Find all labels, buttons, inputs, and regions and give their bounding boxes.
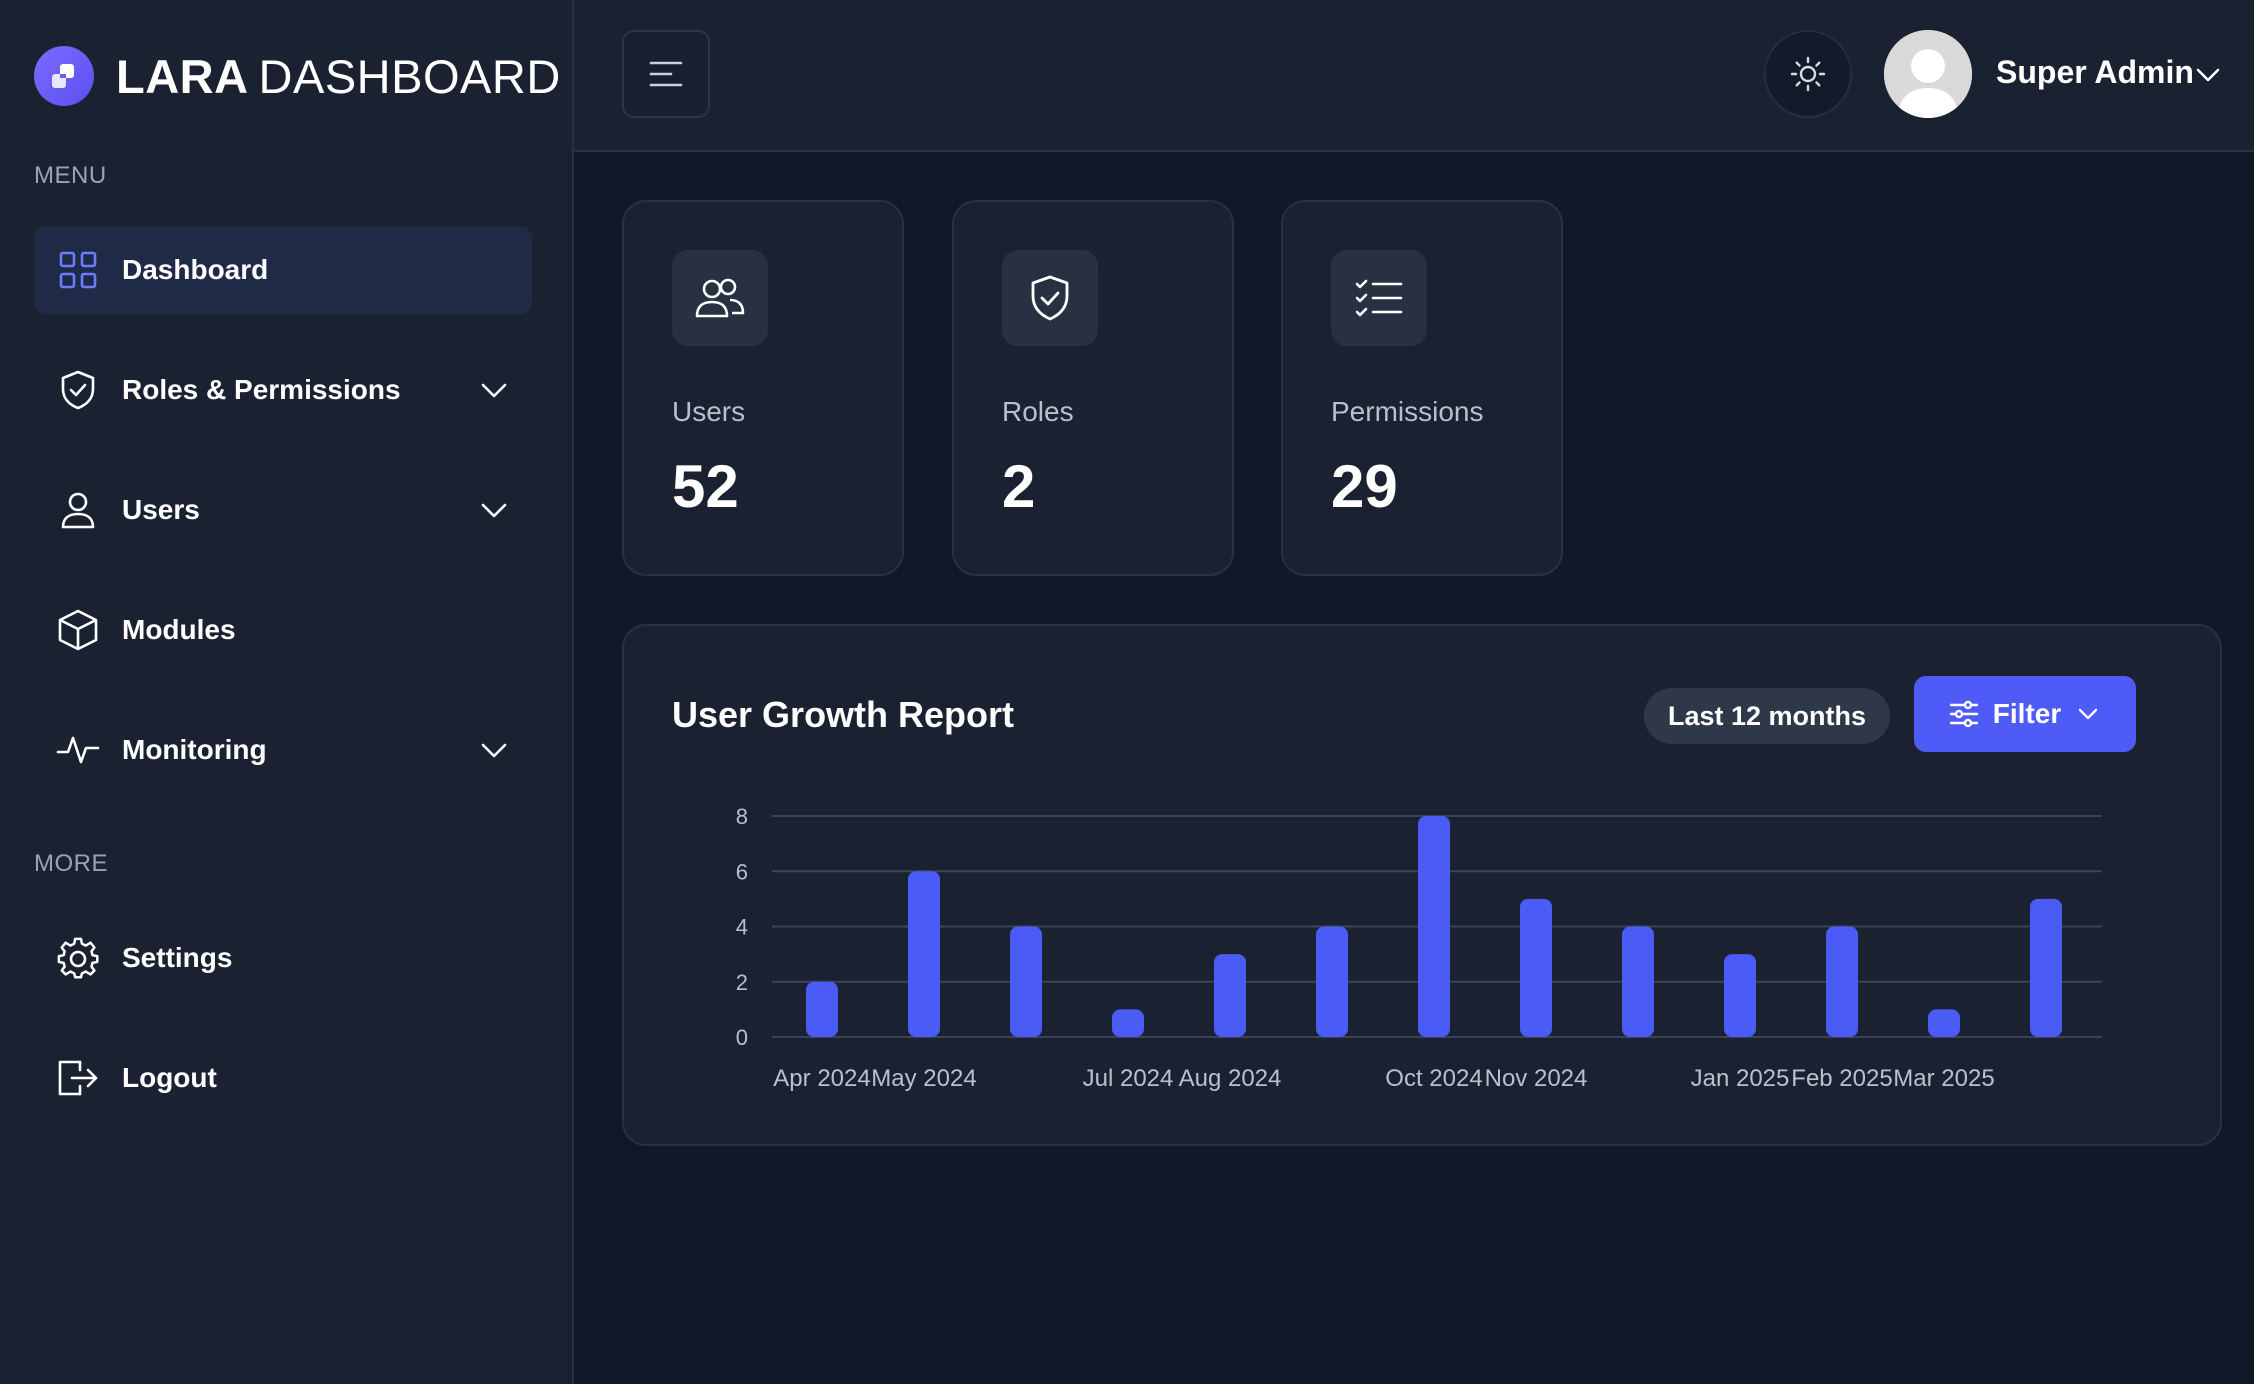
y-tick-label: 2 bbox=[736, 970, 748, 995]
cube-icon bbox=[56, 608, 100, 652]
sidebar-item-label: Users bbox=[122, 494, 200, 525]
more-section-label: MORE bbox=[34, 850, 108, 877]
x-tick-label: May 2024 bbox=[871, 1065, 976, 1092]
sidebar-item-users[interactable]: Users bbox=[34, 466, 532, 554]
bar-jun-2024 bbox=[1010, 926, 1042, 1037]
x-tick-label: Jul 2024 bbox=[1083, 1065, 1174, 1092]
chevron-down-icon[interactable] bbox=[478, 494, 510, 526]
bar-sep-2024 bbox=[1316, 926, 1348, 1037]
menu-section-label: MENU bbox=[34, 162, 107, 189]
sun-icon bbox=[1790, 56, 1826, 92]
bar-may-2024 bbox=[908, 871, 940, 1037]
user-avatar-icon bbox=[1884, 30, 1972, 118]
bar-apr-2024 bbox=[806, 981, 838, 1037]
sidebar-item-modules[interactable]: Modules bbox=[34, 586, 532, 674]
brand-name: LARA DASHBOARD bbox=[116, 49, 561, 104]
sidebar-item-label: Settings bbox=[122, 942, 233, 973]
sidebar-item-settings[interactable]: Settings bbox=[34, 914, 532, 1002]
bar-aug-2024 bbox=[1214, 954, 1246, 1037]
sidebar-item-dashboard[interactable]: Dashboard bbox=[34, 226, 532, 314]
brand[interactable]: LARA DASHBOARD bbox=[34, 46, 561, 106]
sidebar-item-label: Logout bbox=[122, 1062, 217, 1093]
stat-card-roles: Roles 2 bbox=[952, 200, 1234, 576]
shield-check-icon bbox=[1002, 250, 1098, 346]
bar-apr-2025 bbox=[2030, 898, 2062, 1037]
bar-oct-2024 bbox=[1418, 816, 1450, 1037]
brand-name-bold: LARA bbox=[116, 49, 249, 103]
activity-icon bbox=[56, 728, 100, 772]
stat-label: Roles bbox=[1002, 396, 1074, 427]
stat-value: 29 bbox=[1331, 453, 1398, 520]
stat-label: Permissions bbox=[1331, 396, 1484, 427]
bar-dec-2024 bbox=[1622, 926, 1654, 1037]
x-tick-label: Apr 2024 bbox=[773, 1065, 870, 1092]
x-tick-label: Jan 2025 bbox=[1691, 1065, 1790, 1092]
x-tick-label: Aug 2024 bbox=[1179, 1065, 1282, 1092]
x-tick-label: Oct 2024 bbox=[1385, 1065, 1482, 1092]
filter-button[interactable]: Filter bbox=[1914, 676, 2136, 752]
bar-jan-2025 bbox=[1724, 954, 1756, 1037]
x-tick-label: Mar 2025 bbox=[1893, 1065, 1994, 1092]
y-tick-label: 4 bbox=[736, 915, 748, 940]
bar-jul-2024 bbox=[1112, 1009, 1144, 1037]
sliders-icon bbox=[1949, 700, 1978, 728]
y-tick-label: 6 bbox=[736, 859, 748, 884]
chevron-down-icon[interactable] bbox=[478, 374, 510, 406]
users-icon bbox=[672, 250, 768, 346]
user-menu-name[interactable]: Super Admin bbox=[1996, 54, 2194, 90]
sidebar-item-monitoring[interactable]: Monitoring bbox=[34, 706, 532, 794]
brand-name-light: DASHBOARD bbox=[258, 49, 561, 103]
shield-icon bbox=[56, 368, 100, 412]
date-range-badge[interactable]: Last 12 months bbox=[1644, 688, 1891, 744]
x-tick-label: Nov 2024 bbox=[1485, 1065, 1588, 1092]
user-icon bbox=[56, 488, 100, 532]
stat-label: Users bbox=[672, 396, 746, 427]
gear-icon bbox=[56, 936, 100, 980]
bar-nov-2024 bbox=[1520, 898, 1552, 1037]
stat-value: 52 bbox=[672, 453, 739, 520]
logout-icon bbox=[56, 1056, 100, 1100]
sidebar-item-label: Modules bbox=[122, 614, 236, 645]
sidebar-item-label: Roles & Permissions bbox=[122, 374, 401, 405]
bar-feb-2025 bbox=[1826, 926, 1858, 1037]
chevron-down-icon bbox=[2079, 708, 2098, 720]
theme-toggle-button[interactable] bbox=[1764, 30, 1852, 118]
filter-label: Filter bbox=[1992, 698, 2062, 729]
stat-card-permissions: Permissions 29 bbox=[1281, 200, 1563, 576]
sidebar-item-label: Dashboard bbox=[122, 254, 269, 285]
sidebar: LARA DASHBOARD MENU Dashboard Roles & Per… bbox=[0, 0, 574, 1384]
hamburger-icon bbox=[649, 61, 683, 87]
y-tick-label: 8 bbox=[736, 804, 748, 829]
avatar[interactable] bbox=[1884, 30, 1972, 118]
topbar: Super Admin bbox=[574, 0, 2254, 152]
x-tick-label: Feb 2025 bbox=[1791, 1065, 1892, 1092]
chevron-down-icon[interactable] bbox=[2192, 58, 2224, 90]
sidebar-item-label: Monitoring bbox=[122, 734, 267, 765]
grid-icon bbox=[56, 248, 100, 292]
sidebar-toggle-button[interactable] bbox=[622, 30, 710, 118]
stat-value: 2 bbox=[1002, 453, 1036, 520]
brand-logo-icon bbox=[34, 46, 94, 106]
chevron-down-icon[interactable] bbox=[478, 734, 510, 766]
user-growth-chart-card: User Growth Report Last 12 months Filter… bbox=[622, 624, 2222, 1146]
sidebar-item-logout[interactable]: Logout bbox=[34, 1034, 532, 1122]
list-check-icon bbox=[1331, 250, 1427, 346]
sidebar-item-roles-permissions[interactable]: Roles & Permissions bbox=[34, 346, 532, 434]
y-tick-label: 0 bbox=[736, 1025, 748, 1050]
chart-title: User Growth Report bbox=[672, 694, 1015, 735]
user-growth-bar-chart: 0 2 4 6 8 Apr 2024 May 2024 Jul 2024 Aug 2024 Oct… bbox=[736, 804, 2102, 1092]
stat-card-users: Users 52 bbox=[622, 200, 904, 576]
bar-mar-2025 bbox=[1928, 1009, 1960, 1037]
